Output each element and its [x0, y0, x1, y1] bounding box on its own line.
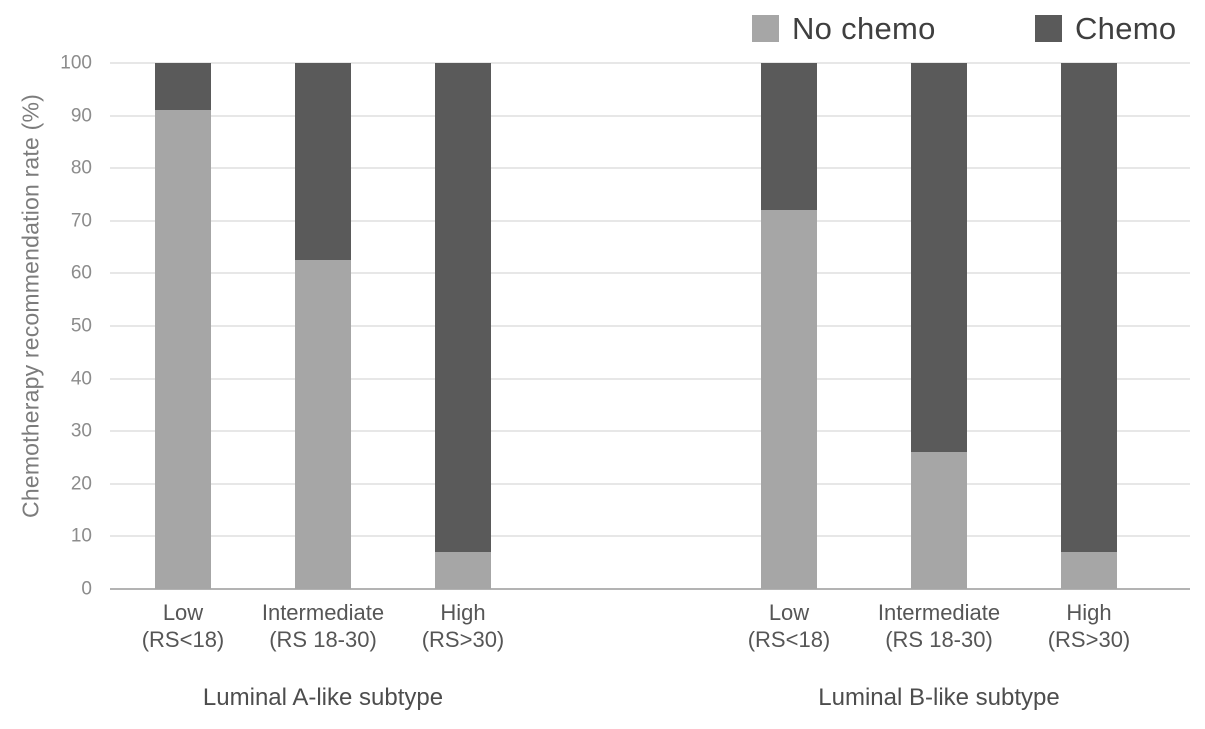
- bar-segment-chemo: [155, 63, 211, 111]
- bar-segment-no-chemo: [911, 452, 967, 589]
- y-tick-label: 0: [81, 578, 92, 600]
- y-tick-label: 50: [70, 315, 92, 337]
- category-label: High (RS>30): [353, 599, 573, 653]
- gridline: [110, 219, 1190, 222]
- legend-label: Chemo: [1075, 10, 1177, 46]
- category-label-line1: Low: [768, 600, 810, 625]
- y-tick-label: 90: [70, 105, 92, 127]
- category-label: Low (RS<18): [73, 599, 293, 653]
- group-title: Luminal B-like subtype: [818, 684, 1060, 711]
- category-label: High (RS>30): [979, 599, 1199, 653]
- legend-swatch: [752, 14, 779, 42]
- legend-swatch: [1035, 14, 1062, 42]
- bar-segment-no-chemo: [155, 110, 211, 589]
- x-axis-line: [110, 588, 1190, 590]
- bar-segment-no-chemo: [1061, 552, 1117, 589]
- gridline: [110, 377, 1190, 380]
- y-axis-title: Chemotherapy recommendation rate (%): [17, 94, 44, 518]
- category-label-line1: High: [1066, 600, 1112, 625]
- category-label: Low (RS<18): [679, 599, 899, 653]
- category-label-line2: (RS>30): [1047, 627, 1131, 652]
- legend-item-no-chemo: No chemo: [752, 10, 936, 46]
- gridline: [110, 482, 1190, 485]
- bar-segment-no-chemo: [761, 210, 817, 589]
- y-tick-label: 70: [70, 210, 92, 232]
- bar-segment-chemo: [435, 63, 491, 553]
- gridline: [110, 62, 1190, 64]
- category-label-line1: Low: [162, 600, 204, 625]
- gridline: [110, 114, 1190, 117]
- category-label-line2: (RS<18): [747, 627, 831, 652]
- category-label: Intermediate (RS 18-30): [213, 599, 433, 653]
- bar-segment-chemo: [295, 63, 351, 261]
- category-label-line1: Intermediate: [877, 600, 1001, 625]
- bar-segment-no-chemo: [435, 552, 491, 589]
- legend-label: No chemo: [792, 10, 936, 46]
- y-tick-label: 30: [70, 420, 92, 442]
- gridline: [110, 167, 1190, 170]
- bar-segment-chemo: [1061, 63, 1117, 553]
- legend-item-chemo: Chemo: [1035, 10, 1177, 46]
- group-title: Luminal A-like subtype: [202, 684, 444, 711]
- category-label: Intermediate (RS 18-30): [829, 599, 1049, 653]
- category-label-line2: (RS<18): [141, 627, 225, 652]
- y-tick-label: 40: [70, 368, 92, 390]
- y-tick-label: 60: [70, 262, 92, 284]
- gridline: [110, 325, 1190, 327]
- category-label-line2: (RS 18-30): [885, 627, 993, 652]
- gridline: [110, 272, 1190, 275]
- y-tick-label: 100: [60, 52, 92, 74]
- bar-segment-chemo: [761, 63, 817, 211]
- category-label-line1: High: [440, 600, 486, 625]
- y-tick-label: 80: [70, 157, 92, 179]
- y-tick-label: 10: [70, 525, 92, 547]
- bar-segment-no-chemo: [295, 260, 351, 589]
- gridline: [110, 430, 1190, 433]
- category-label-line2: (RS 18-30): [269, 627, 377, 652]
- category-label-line1: Intermediate: [261, 600, 385, 625]
- y-tick-label: 20: [70, 473, 92, 495]
- category-label-line2: (RS>30): [421, 627, 505, 652]
- gridline: [110, 535, 1190, 538]
- bar-segment-chemo: [911, 63, 967, 453]
